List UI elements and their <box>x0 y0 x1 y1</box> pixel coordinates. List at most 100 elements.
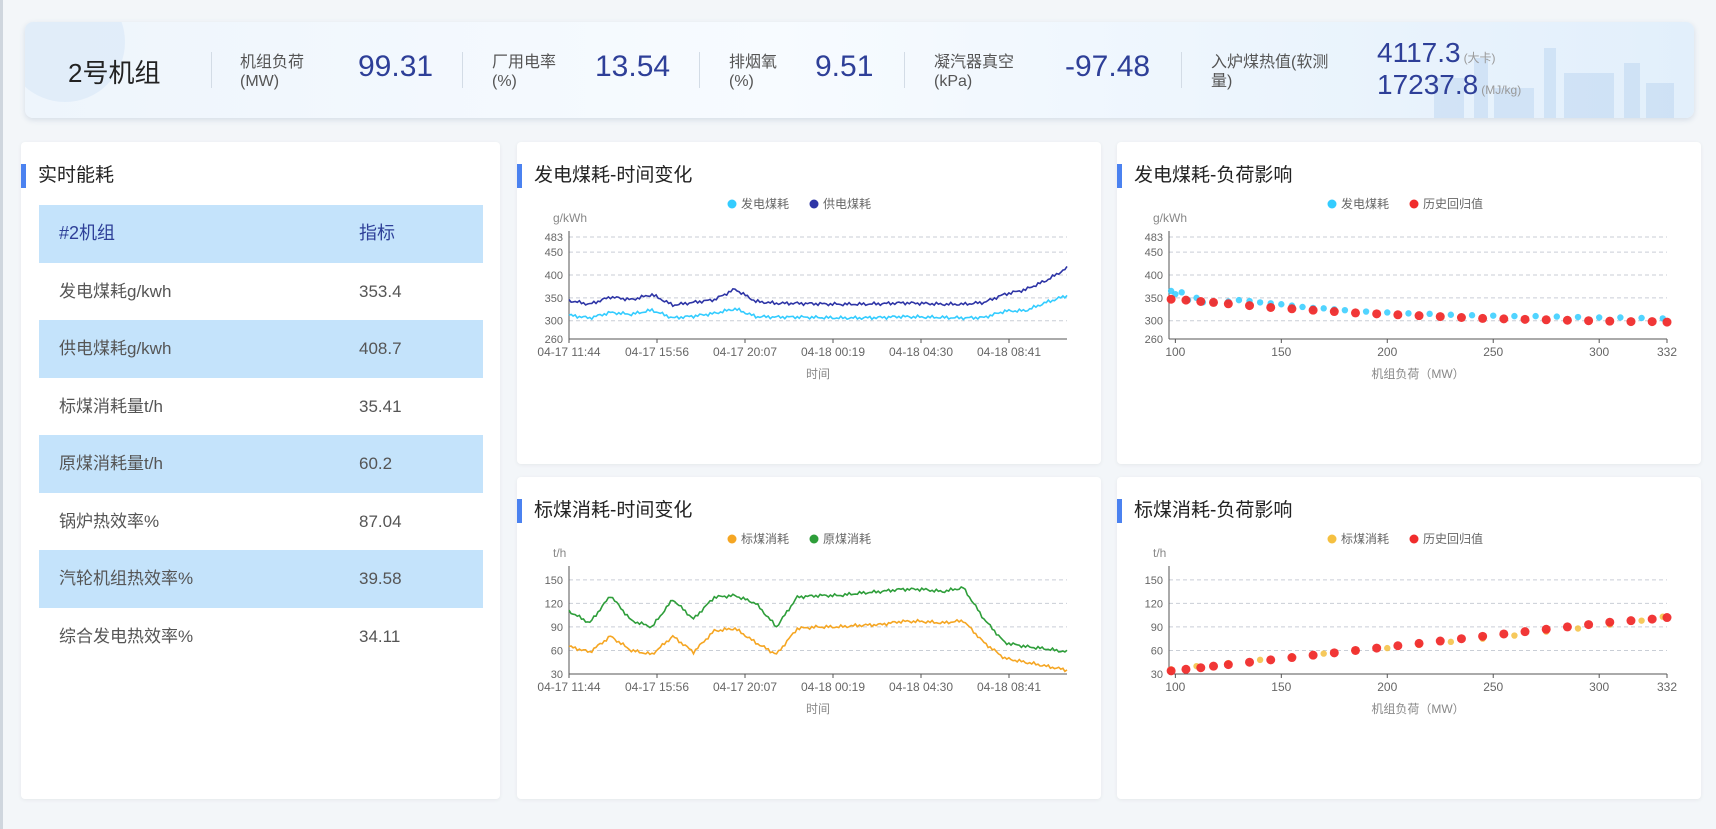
legend-marker <box>809 199 819 209</box>
realtime-energy-panel: 实时能耗 #2机组 指标 发电煤耗g/kwh 353.4 供电煤耗g/kwh 4… <box>21 142 500 799</box>
x-tick-label: 04-18 04:30 <box>889 680 953 694</box>
regression-point <box>1605 316 1615 326</box>
y-tick-label: 30 <box>551 669 563 681</box>
regression-point <box>1414 311 1424 321</box>
legend-marker <box>1327 534 1337 544</box>
chart-panel-std-coal-load: 标煤消耗-负荷影响 标煤消耗 历史回归值 t/h 30 60 90 120 150 100 150… <box>1117 477 1701 799</box>
regression-point <box>1662 613 1672 623</box>
regression-point <box>1478 631 1488 641</box>
y-tick-label: 60 <box>1151 645 1163 657</box>
regression-point <box>1499 629 1509 639</box>
regression-point <box>1499 314 1509 324</box>
data-point <box>1574 625 1582 632</box>
regression-point <box>1435 312 1445 322</box>
y-tick-label: 350 <box>1145 293 1163 305</box>
regression-point <box>1329 307 1339 317</box>
regression-point <box>1584 316 1594 326</box>
x-tick-label: 200 <box>1377 345 1397 359</box>
metric-aux-power-value: 13.54 <box>595 50 671 83</box>
y-tick-label: 150 <box>545 575 563 587</box>
metric-heat-value-mj: 17237.8 (MJ/kg) <box>1377 69 1522 100</box>
data-point <box>1532 312 1539 320</box>
x-tick-label: 100 <box>1165 345 1185 359</box>
regression-point <box>1372 643 1382 653</box>
x-tick-label: 300 <box>1589 345 1609 359</box>
regression-point <box>1372 309 1382 319</box>
metric-vacuum-label: 凝汽器真空 (kPa) <box>934 54 1015 90</box>
data-point <box>1595 314 1603 321</box>
regression-point <box>1350 308 1360 318</box>
unit-name: 2号机组 <box>68 58 161 88</box>
legend-marker <box>1409 534 1419 544</box>
regression-point <box>1308 650 1318 660</box>
table-row: 发电煤耗g/kwh 353.4 <box>39 263 483 321</box>
data-point <box>1278 301 1285 308</box>
data-point <box>1341 306 1349 314</box>
header-divider <box>699 52 700 88</box>
series-line-1 <box>568 294 1068 321</box>
panel-title: 标煤消耗-时间变化 <box>517 499 692 523</box>
x-tick-label: 332 <box>1657 680 1677 694</box>
legend-label: 历史回归值 <box>1423 196 1483 211</box>
table-row: 汽轮机组热效率% 39.58 <box>39 550 483 608</box>
y-axis-unit: g/kWh <box>553 211 587 225</box>
y-tick-label: 150 <box>1145 575 1163 587</box>
legend-marker <box>809 534 819 544</box>
regression-point <box>1266 302 1276 312</box>
regression-point <box>1181 295 1191 305</box>
regression-point <box>1562 315 1572 325</box>
regression-point <box>1245 301 1255 311</box>
data-point <box>1320 305 1327 312</box>
data-point <box>1638 617 1645 624</box>
legend-marker <box>727 199 737 209</box>
regression-point <box>1223 299 1233 309</box>
data-point <box>1447 638 1455 646</box>
table-row: 综合发电热效率% 34.11 <box>39 608 483 666</box>
regression-point <box>1181 664 1191 674</box>
y-tick-label: 450 <box>545 247 563 259</box>
y-axis-unit: t/h <box>553 546 566 560</box>
legend-label: 历史回归值 <box>1423 531 1483 546</box>
regression-point <box>1647 317 1657 327</box>
x-tick-label: 04-18 04:30 <box>889 345 953 359</box>
x-tick-label: 04-18 00:19 <box>801 680 865 694</box>
metric-heat-value-label: 入炉煤热值(软测 量) <box>1211 54 1329 90</box>
row-value: 353.4 <box>359 281 402 301</box>
data-point <box>1362 308 1370 315</box>
regression-point <box>1435 636 1445 646</box>
data-point <box>1256 299 1264 306</box>
table-row: 锅炉热效率% 87.04 <box>39 493 483 551</box>
regression-point <box>1414 638 1424 648</box>
data-point <box>1617 314 1624 321</box>
y-tick-label: 483 <box>545 232 563 244</box>
x-tick-label: 100 <box>1165 680 1185 694</box>
data-point <box>1468 312 1476 319</box>
x-tick-label: 200 <box>1377 680 1397 694</box>
panel-title: 标煤消耗-负荷影响 <box>1117 499 1292 523</box>
x-axis-label: 机组负荷（MW） <box>1371 367 1464 381</box>
header-divider <box>211 52 212 88</box>
x-tick-label: 332 <box>1657 345 1677 359</box>
regression-point <box>1209 661 1219 671</box>
metric-vacuum-value: -97.48 <box>1065 50 1151 83</box>
left-edge-bar <box>0 0 3 829</box>
regression-point <box>1196 663 1206 673</box>
chart-panel-gen-coal-load: 发电煤耗-负荷影响 发电煤耗 历史回归值 g/kWh 260 300 350 400 450 4… <box>1117 142 1701 464</box>
data-point <box>1574 313 1582 321</box>
x-axis-label: 时间 <box>806 702 830 716</box>
regression-point <box>1287 304 1297 314</box>
metric-flue-o2-value: 9.51 <box>815 50 874 83</box>
x-tick-label: 250 <box>1483 345 1503 359</box>
y-tick-label: 260 <box>1145 334 1163 346</box>
regression-point <box>1456 634 1466 644</box>
regression-point <box>1478 313 1488 323</box>
x-tick-label: 04-18 08:41 <box>977 680 1041 694</box>
row-name: 供电煤耗g/kwh <box>59 339 172 358</box>
table-row: 原煤消耗量t/h 60.2 <box>39 435 483 493</box>
std-coal-load-scatter-chart: 标煤消耗 历史回归值 t/h 30 60 90 120 150 100 150 200 250 300 3… <box>1145 531 1678 716</box>
y-tick-label: 400 <box>1145 270 1163 282</box>
data-point <box>1426 310 1433 318</box>
row-name: 汽轮机组热效率% <box>59 569 194 588</box>
y-axis-unit: g/kWh <box>1153 211 1187 225</box>
data-point <box>1511 312 1518 320</box>
